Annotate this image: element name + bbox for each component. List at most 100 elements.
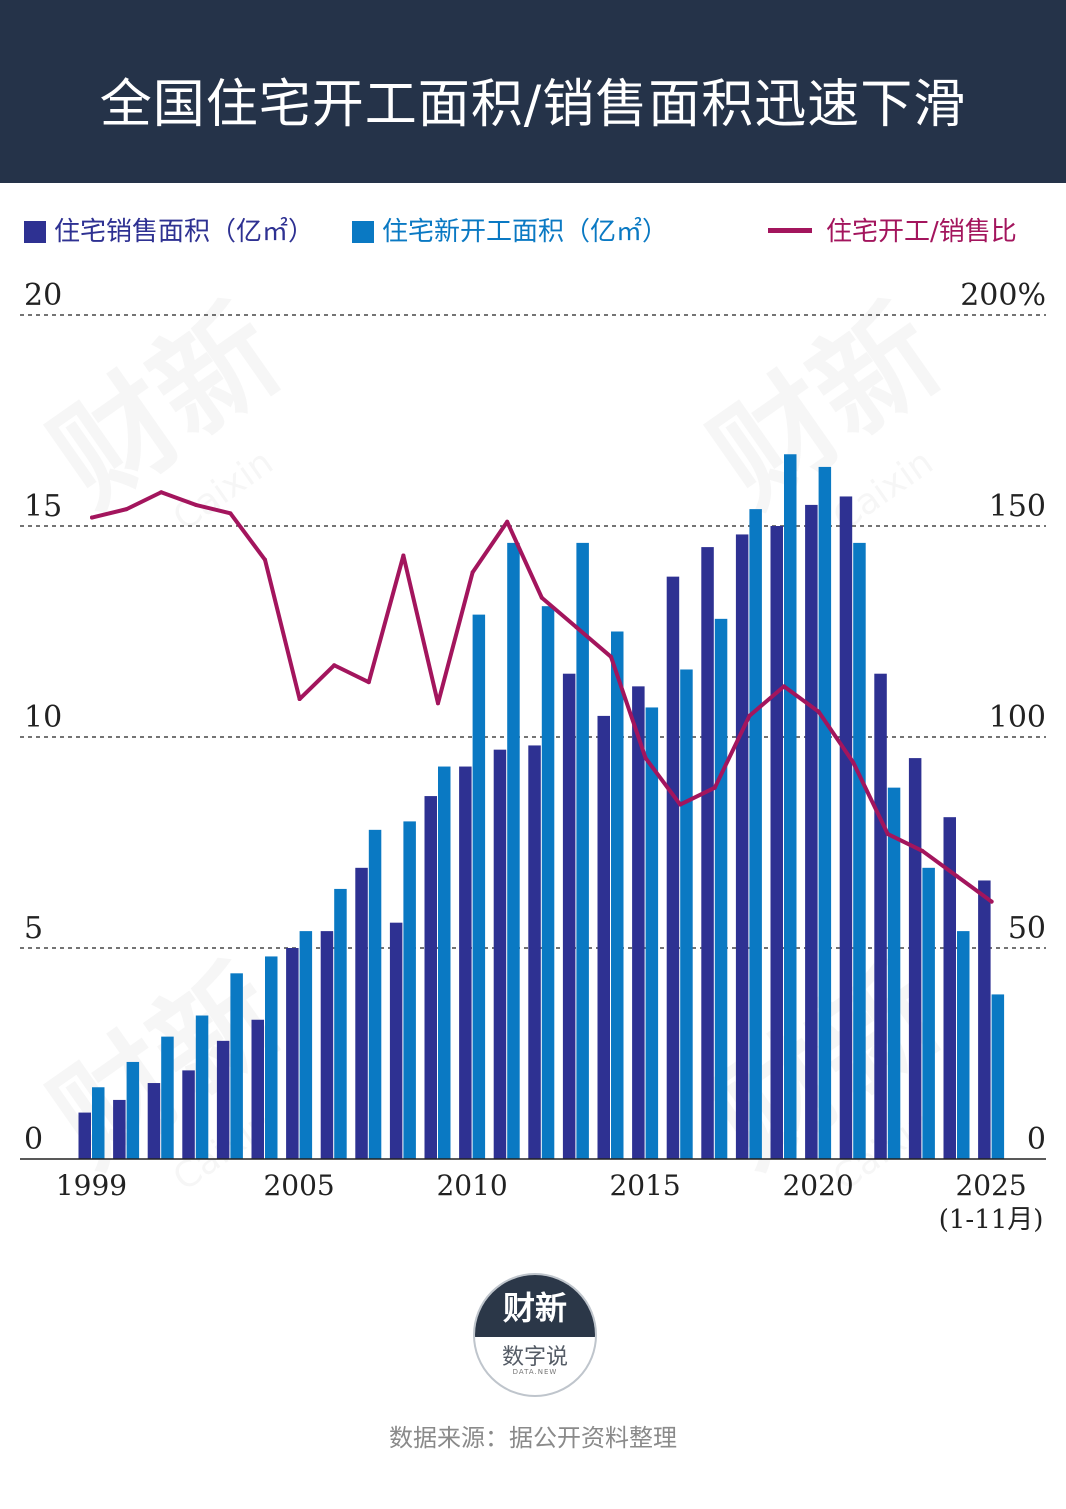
ratio-point	[712, 785, 717, 790]
legend-item-starts: 住宅新开工面积（亿㎡）	[352, 210, 668, 254]
bar-sales	[493, 749, 507, 1159]
bar-sales	[562, 673, 576, 1159]
ratio-point	[643, 756, 648, 761]
logo-name: 数字说	[501, 1345, 568, 1370]
bar-sales	[666, 576, 680, 1159]
bar-starts	[922, 867, 935, 1159]
x-tick-label: 1999	[56, 1169, 127, 1202]
bar-sales	[839, 496, 853, 1160]
y-left-tick-label: 5	[24, 911, 43, 946]
chart-title: 全国住宅开工面积/销售面积迅速下滑	[99, 75, 967, 135]
x-tick-label: 2020	[782, 1169, 853, 1202]
bar-starts	[749, 509, 762, 1159]
bar-starts	[507, 542, 520, 1159]
legend-label-starts: 住宅新开工面积（亿㎡）	[382, 217, 669, 247]
ratio-point	[505, 519, 510, 524]
bar-sales	[943, 817, 956, 1159]
ratio-point	[539, 595, 544, 600]
chart-canvas: 财新Caixin财新Caixin财新Caixin财新Caixin05101520…	[20, 278, 1046, 1235]
bar-starts	[818, 466, 832, 1159]
bar-sales	[528, 745, 541, 1159]
ratio-point	[989, 899, 994, 904]
bar-starts	[611, 631, 624, 1159]
x-tick-label: 2015	[609, 1169, 680, 1202]
ratio-point	[366, 680, 371, 685]
bar-starts	[784, 454, 797, 1159]
bar-sales	[355, 867, 368, 1159]
bar-sales	[78, 1112, 91, 1159]
legend-swatch-sales	[24, 221, 46, 243]
ratio-point	[955, 874, 959, 879]
bar-starts	[265, 956, 278, 1159]
ratio-point	[159, 490, 164, 495]
bar-starts	[92, 1087, 105, 1159]
ratio-point	[851, 760, 856, 765]
bar-starts	[438, 766, 451, 1159]
ratio-point	[193, 502, 198, 507]
bar-starts	[403, 821, 416, 1159]
legend: 住宅销售面积（亿㎡） 住宅新开工面积（亿㎡） 住宅开工/销售比	[0, 210, 1066, 254]
source-note: 数据来源：据公开资料整理	[389, 1424, 677, 1452]
bar-sales	[908, 758, 922, 1159]
legend-item-ratio: 住宅开工/销售比	[768, 210, 1017, 254]
bar-sales	[805, 504, 818, 1159]
bar-sales	[251, 1019, 264, 1159]
bar-starts	[161, 1036, 174, 1159]
bar-sales	[320, 931, 334, 1159]
ratio-point	[297, 697, 302, 702]
bar-starts	[680, 669, 693, 1159]
header-bar	[0, 0, 1066, 183]
bar-starts	[126, 1061, 140, 1159]
caixin-logo: 财新 数字说 DATA.NEW	[473, 1273, 597, 1397]
ratio-point	[678, 802, 683, 807]
logo-sub: DATA.NEW	[512, 1368, 558, 1376]
y-right-tick-label: 150	[989, 489, 1046, 524]
legend-label-sales: 住宅销售面积（亿㎡）	[54, 217, 315, 247]
legend-swatch-starts	[352, 221, 374, 243]
ratio-point	[747, 713, 752, 718]
bar-sales	[389, 922, 403, 1159]
y-right-tick-label: 200%	[960, 278, 1046, 313]
legend-item-sales: 住宅销售面积（亿㎡）	[24, 210, 314, 254]
y-left-tick-label: 15	[24, 489, 62, 524]
ratio-point	[401, 553, 406, 558]
bar-starts	[576, 542, 589, 1159]
y-left-tick-label: 10	[24, 700, 62, 735]
bar-sales	[597, 715, 610, 1159]
bar-starts	[991, 994, 1005, 1159]
bar-sales	[735, 534, 749, 1159]
bar-starts	[957, 931, 970, 1159]
x-note-label: (1-11月)	[939, 1205, 1044, 1235]
legend-swatch-ratio	[768, 228, 812, 233]
bar-sales	[874, 673, 887, 1159]
ratio-point	[782, 684, 786, 689]
bar-sales	[182, 1070, 195, 1159]
bar-starts	[230, 973, 243, 1159]
x-tick-label: 2025	[955, 1169, 1026, 1202]
bar-starts	[714, 618, 728, 1159]
ratio-point	[574, 625, 579, 630]
bar-starts	[887, 787, 901, 1159]
bar-starts	[334, 888, 347, 1159]
bar-starts	[853, 542, 866, 1159]
legend-label-ratio: 住宅开工/销售比	[826, 217, 1017, 247]
ratio-point	[885, 832, 890, 837]
ratio-point	[263, 557, 267, 562]
bar-sales	[424, 796, 437, 1159]
y-right-tick-label: 50	[1008, 911, 1046, 946]
bar-sales	[147, 1083, 161, 1159]
y-left-tick-label: 20	[24, 278, 62, 313]
ratio-point	[470, 570, 475, 575]
ratio-point	[90, 515, 94, 520]
y-right-tick-label: 100	[989, 700, 1046, 735]
bar-sales	[459, 766, 472, 1159]
ratio-point	[816, 709, 821, 714]
ratio-point	[609, 654, 613, 659]
ratio-point	[124, 507, 129, 512]
x-tick-label: 2005	[263, 1169, 334, 1202]
y-right-tick-label: 0	[1027, 1122, 1046, 1157]
ratio-point	[228, 511, 233, 516]
bar-sales	[978, 880, 991, 1159]
ratio-point	[332, 663, 337, 668]
ratio-point	[920, 848, 925, 853]
